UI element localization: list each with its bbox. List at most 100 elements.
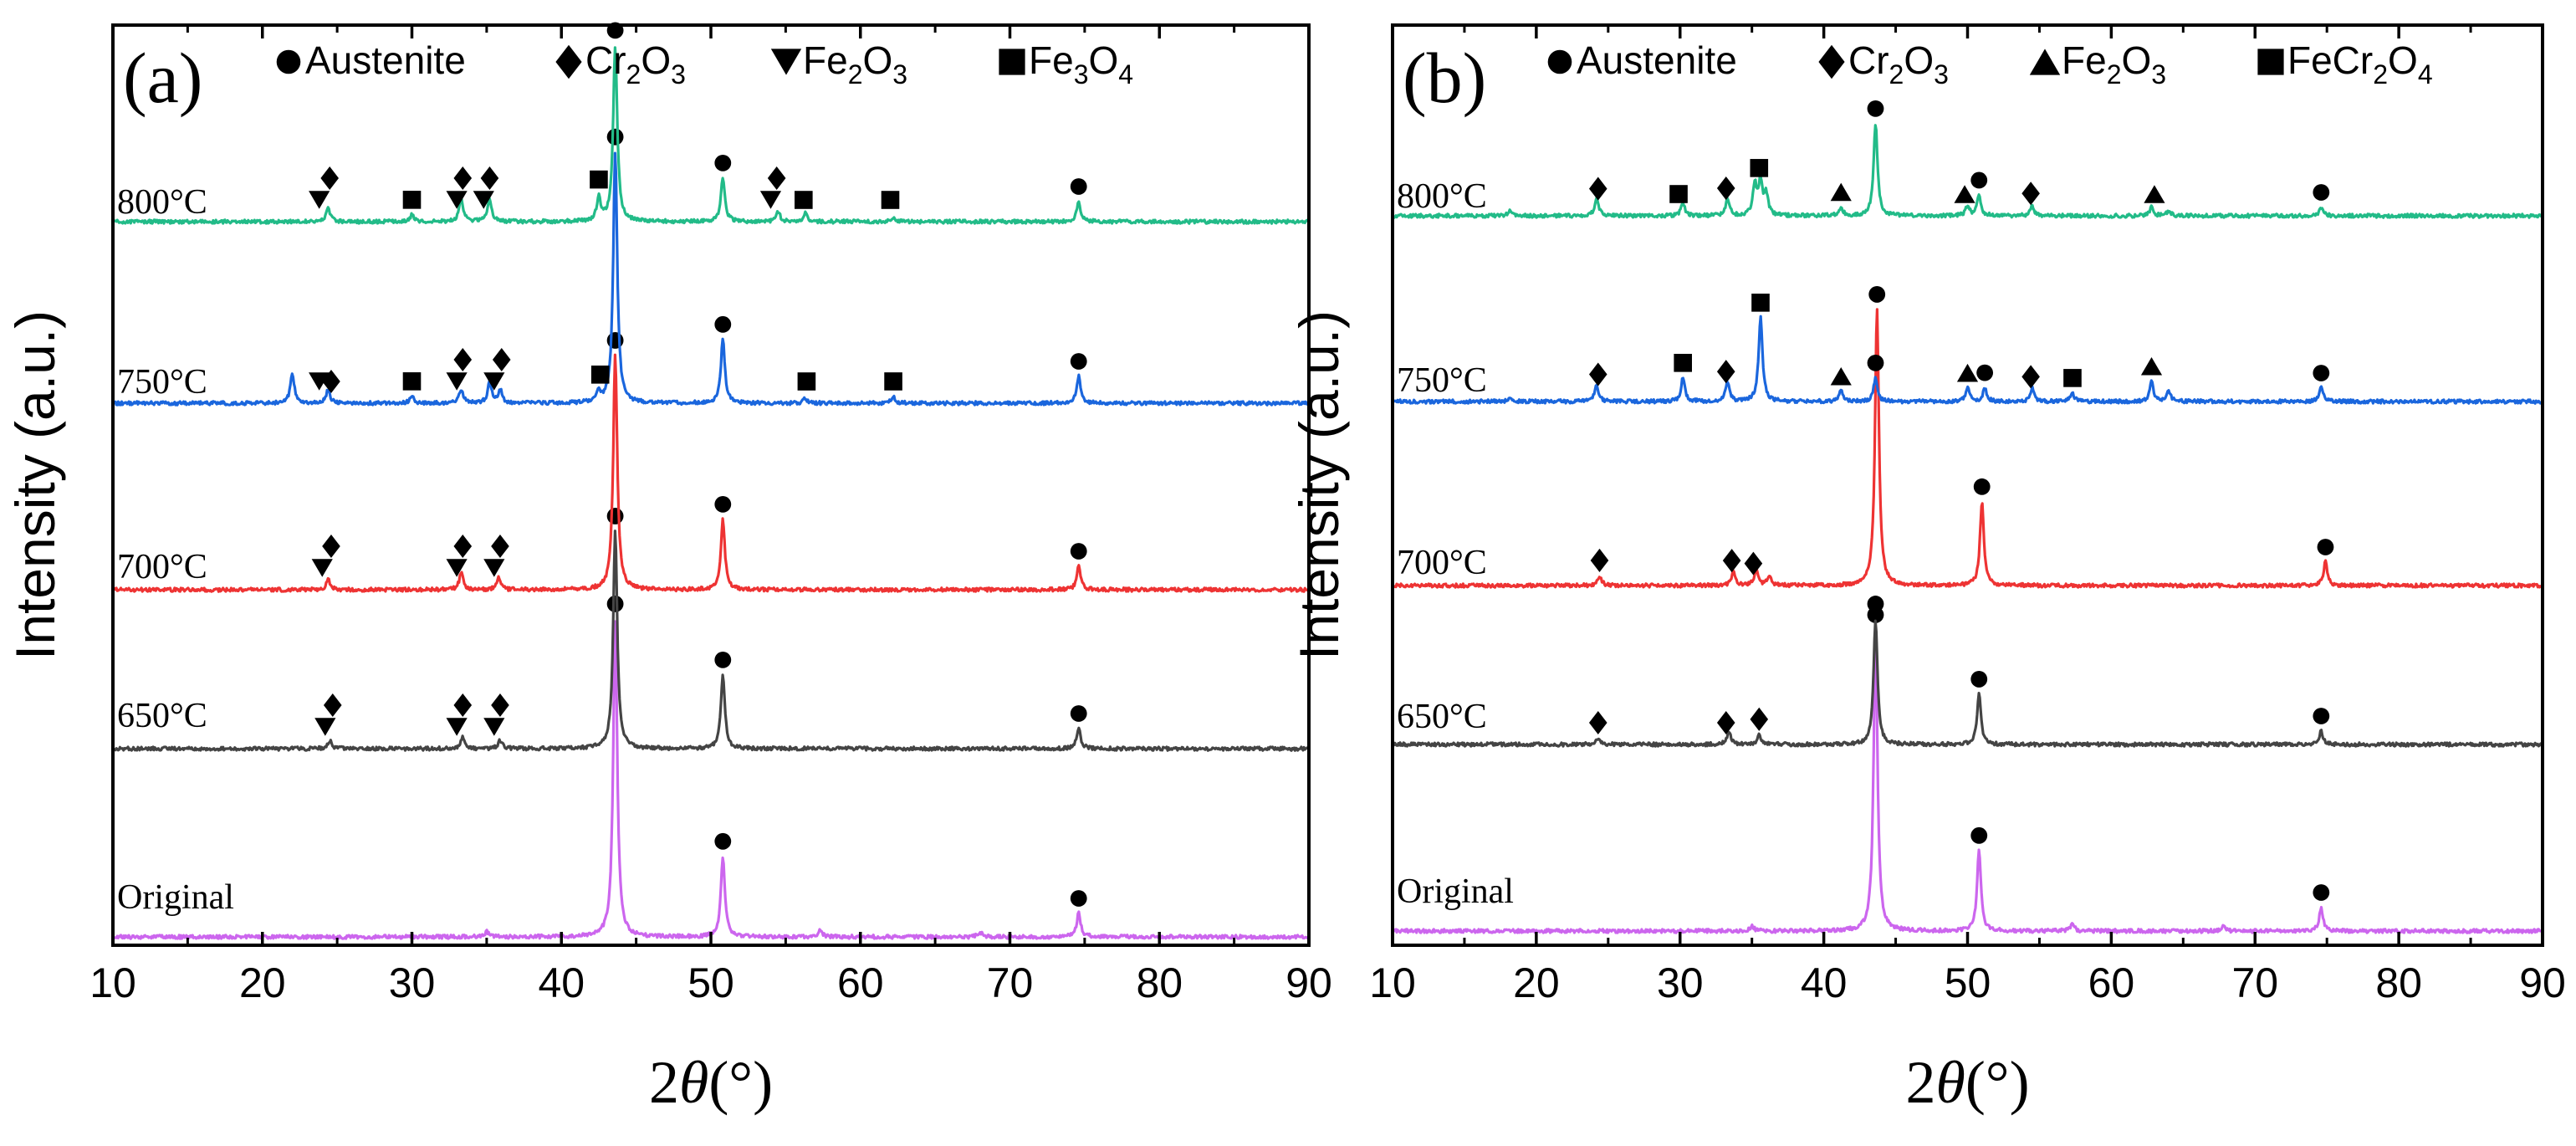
peak-marker-square xyxy=(1751,294,1770,312)
legend-subscript: 3 xyxy=(1934,59,1949,90)
x-axis-title-symbol: θ xyxy=(679,1049,708,1116)
peak-marker-diamond xyxy=(1744,551,1763,576)
legend-text: Austenite xyxy=(1577,38,1737,82)
peak-marker-circle xyxy=(1867,354,1884,371)
peak-marker-circle xyxy=(1070,543,1087,560)
peak-marker-triangle-up xyxy=(1954,185,1975,203)
legend-text-part: O xyxy=(1088,38,1118,82)
peak-marker-diamond xyxy=(1716,360,1735,384)
legend-text-part: FeCr xyxy=(2287,38,2373,82)
peak-marker-diamond xyxy=(491,693,509,718)
peak-marker-triangle-down xyxy=(759,191,782,209)
x-tick-label: 60 xyxy=(837,959,884,1006)
peak-marker-diamond xyxy=(2021,182,2040,206)
x-tick-label: 30 xyxy=(1657,959,1704,1006)
legend-text-part: Fe xyxy=(803,38,848,82)
peak-marker-circle xyxy=(606,596,624,612)
peak-marker-square xyxy=(1750,159,1769,177)
x-axis-title-symbol: θ xyxy=(1935,1049,1965,1116)
legend-text: Cr2O3 xyxy=(1848,38,1949,90)
peak-marker-triangle-up xyxy=(2144,185,2165,203)
spectrum-750C xyxy=(1393,315,2543,405)
spectrum-750C xyxy=(113,151,1309,407)
x-tick-label: 10 xyxy=(1369,959,1416,1006)
legend-subscript: 2 xyxy=(626,59,641,90)
peak-marker-circle xyxy=(606,332,624,349)
x-tick-label: 10 xyxy=(89,959,136,1006)
legend-text: Cr2O3 xyxy=(585,38,686,90)
sample-label: 750°C xyxy=(1397,361,1487,400)
x-tick-label: 90 xyxy=(2519,959,2566,1006)
peak-marker-circle xyxy=(714,651,732,668)
peak-marker-diamond xyxy=(1716,710,1735,735)
x-tick-label: 60 xyxy=(2088,959,2135,1006)
peak-marker-diamond xyxy=(323,693,342,718)
sample-label: 750°C xyxy=(117,363,207,402)
peak-marker-circle xyxy=(1070,890,1087,907)
peak-marker-triangle-down xyxy=(473,191,494,209)
peak-marker-triangle-up xyxy=(1830,182,1852,202)
peak-marker-diamond xyxy=(453,693,473,718)
peak-marker-square xyxy=(1669,185,1688,203)
legend-text: FeCr2O4 xyxy=(2287,38,2433,90)
legend-text: Fe2O3 xyxy=(2062,38,2166,90)
sample-label: 650°C xyxy=(117,697,207,735)
peak-marker-circle xyxy=(714,832,732,850)
peak-marker-circle xyxy=(1970,171,1988,189)
legend-entry: Fe2O3 xyxy=(2029,38,2166,90)
legend-subscript: 4 xyxy=(1118,59,1133,90)
peak-marker-triangle-down xyxy=(446,191,468,209)
legend-subscript: 2 xyxy=(2107,59,2122,90)
panel-label: (b) xyxy=(1403,38,1486,118)
peak-marker-triangle-down xyxy=(309,191,330,209)
peak-marker-triangle-up xyxy=(1830,366,1852,386)
x-axis-title: 2θ(°) xyxy=(649,1049,773,1116)
peak-marker-circle xyxy=(2313,884,2330,901)
sample-label: Original xyxy=(1397,872,1514,911)
peak-marker-square xyxy=(402,372,422,391)
sample-label: 700°C xyxy=(1397,544,1487,582)
sample-label: 700°C xyxy=(117,548,207,586)
legend-entry: Austenite xyxy=(1547,38,1737,82)
x-tick-label: 20 xyxy=(239,959,286,1006)
peak-marker-circle xyxy=(2317,539,2334,555)
peak-marker-diamond xyxy=(1588,177,1607,201)
peak-marker-circle xyxy=(2313,708,2330,724)
legend-marker-triangle-down xyxy=(770,49,802,75)
legend-text-part: O xyxy=(2121,38,2151,82)
peak-marker-square xyxy=(795,191,813,209)
peak-marker-square xyxy=(797,372,816,391)
peak-marker-diamond xyxy=(453,534,473,559)
x-tick-label: 80 xyxy=(1136,959,1183,1006)
x-tick-label: 80 xyxy=(2375,959,2422,1006)
peak-marker-square xyxy=(1674,354,1692,372)
legend-marker-triangle-up xyxy=(2029,49,2061,75)
spectrum-650C xyxy=(1392,619,2543,748)
peak-marker-triangle-down xyxy=(309,372,330,391)
peak-marker-circle xyxy=(606,128,624,146)
legend-text-part: O xyxy=(862,38,892,82)
peak-marker-triangle-up xyxy=(2140,356,2163,376)
spectrum-Original xyxy=(112,620,1309,940)
peak-marker-circle xyxy=(2313,184,2330,201)
legend-text: Fe2O3 xyxy=(803,38,907,90)
legend-entry: Fe3O4 xyxy=(999,38,1133,90)
x-tick-label: 90 xyxy=(1285,959,1332,1006)
peak-marker-circle xyxy=(714,315,732,333)
x-axis-title-unit: (°) xyxy=(1965,1049,2030,1116)
x-tick-label: 50 xyxy=(1945,959,1991,1006)
legend-subscript: 4 xyxy=(2418,59,2433,90)
peak-marker-triangle-down xyxy=(314,718,336,736)
peak-marker-circle xyxy=(1976,364,1994,381)
peak-marker-circle xyxy=(1070,705,1087,722)
legend-text-part: Cr xyxy=(1848,38,1889,82)
sample-label: 800°C xyxy=(1397,177,1487,216)
peak-marker-diamond xyxy=(1716,177,1735,201)
legend-marker-circle xyxy=(1547,49,1572,74)
legend-marker-square xyxy=(999,49,1025,75)
sample-label: 650°C xyxy=(1397,698,1487,736)
legend-entry: Cr2O3 xyxy=(1818,38,1949,90)
peak-marker-diamond xyxy=(322,534,340,559)
sample-label: 800°C xyxy=(117,183,207,222)
